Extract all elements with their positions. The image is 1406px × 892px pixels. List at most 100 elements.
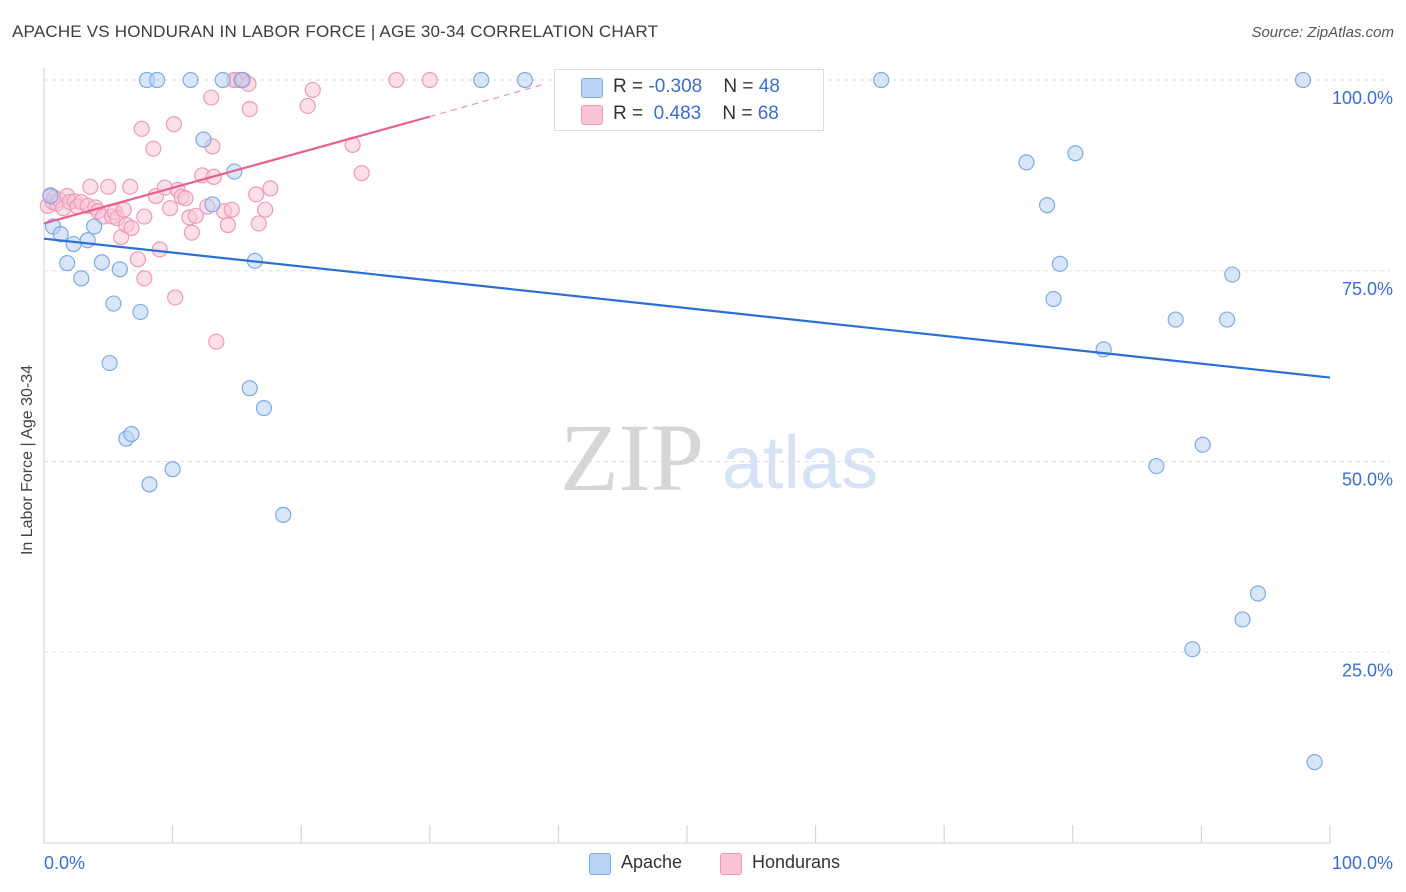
apache-point <box>101 354 118 372</box>
apache-point <box>73 270 90 287</box>
hondurans-r-value: 0.483 <box>648 103 702 124</box>
apache-point <box>79 232 96 249</box>
hondurans-n-label: N = <box>722 103 758 124</box>
apache-point <box>164 461 181 478</box>
hondurans-n-value: 68 <box>757 103 779 124</box>
apache-point <box>86 218 103 235</box>
honduran-point <box>262 180 279 197</box>
apache-point <box>132 303 149 321</box>
watermark-zip: ZIP <box>560 404 704 511</box>
apache-n-value: 48 <box>758 76 780 97</box>
honduran-point <box>183 224 200 241</box>
apache-point <box>195 131 212 148</box>
honduran-point <box>257 201 274 218</box>
honduran-point <box>145 140 162 157</box>
honduran-point <box>115 201 132 218</box>
honduran-point <box>299 97 316 115</box>
hondurans-r-label: R = <box>613 103 649 124</box>
honduran-point <box>421 71 438 89</box>
y-tick-label: 25.0% <box>1342 660 1393 680</box>
source-label: Source: ZipAtlas.com <box>1251 24 1394 41</box>
apache-point <box>59 255 76 272</box>
x-tick-label-max: 100.0% <box>1332 853 1393 873</box>
honduran-point <box>388 71 405 89</box>
apache-point <box>214 71 231 89</box>
apache-point <box>182 71 199 89</box>
apache-point <box>42 187 59 205</box>
honduran-point <box>187 207 204 224</box>
apache-point <box>241 380 258 397</box>
honduran-point <box>122 178 139 195</box>
apache-legend-label: Apache <box>621 852 683 872</box>
honduran-point <box>177 190 194 207</box>
y-tick-label: 50.0% <box>1342 470 1393 490</box>
apache-point <box>1045 290 1062 308</box>
watermark: ZIP atlas <box>560 404 878 511</box>
hondurans-legend-swatch <box>720 853 742 875</box>
apache-point <box>93 254 110 271</box>
tick-labels: 25.0% 50.0% 75.0% 100.0% 0.0% 100.0% <box>44 88 1393 873</box>
apache-point <box>1224 266 1241 283</box>
hondurans-trend-line <box>43 115 431 225</box>
hondurans-legend-label: Hondurans <box>752 852 841 872</box>
trend-lines <box>43 83 1331 379</box>
honduran-point <box>82 178 99 195</box>
apache-point <box>141 476 158 493</box>
honduran-point <box>219 216 236 234</box>
honduran-point <box>203 89 220 106</box>
apache-point <box>233 71 251 89</box>
apache-point <box>873 71 890 89</box>
honduran-point <box>248 186 265 203</box>
honduran-point <box>129 251 146 268</box>
apache-point <box>1306 754 1323 771</box>
apache-point <box>149 71 166 89</box>
honduran-point <box>161 200 179 217</box>
apache-n-label: N = <box>723 76 759 97</box>
apache-point <box>1067 145 1084 162</box>
hondurans-points <box>39 71 438 350</box>
apache-r-value: -0.308 <box>648 76 703 97</box>
apache-swatch <box>581 78 603 98</box>
correlation-legend: R = -0.308 N = 48 R = 0.483 N = 68 <box>554 69 824 131</box>
apache-point <box>473 71 490 89</box>
apache-point <box>1219 311 1236 328</box>
apache-point <box>105 295 122 312</box>
honduran-point <box>136 270 153 287</box>
apache-legend-swatch <box>589 853 611 875</box>
honduran-point <box>208 333 225 350</box>
apache-point <box>516 71 534 89</box>
apache-point <box>1194 436 1211 453</box>
hondurans-swatch <box>581 105 603 125</box>
honduran-point <box>250 215 267 232</box>
apache-point <box>65 235 82 253</box>
apache-point <box>1184 641 1201 658</box>
hondurans-trend-extension <box>429 83 546 118</box>
apache-point <box>1148 457 1165 475</box>
honduran-point <box>223 201 240 218</box>
honduran-point <box>353 164 370 182</box>
honduran-point <box>304 81 321 99</box>
axes <box>43 68 1331 844</box>
apache-point <box>204 196 221 213</box>
apache-point <box>1051 255 1069 272</box>
x-tick-label-min: 0.0% <box>44 853 85 873</box>
gridlines <box>44 79 1390 653</box>
honduran-point <box>100 178 117 195</box>
honduran-point <box>167 289 184 306</box>
apache-point <box>1018 154 1035 171</box>
apache-point <box>52 226 69 243</box>
honduran-point <box>123 219 140 237</box>
honduran-point <box>151 241 168 258</box>
apache-point <box>1294 71 1312 89</box>
y-tick-label: 75.0% <box>1342 279 1393 299</box>
apache-point <box>1167 311 1184 328</box>
apache-point <box>275 506 292 524</box>
apache-point <box>1249 585 1267 602</box>
apache-r-label: R = <box>613 76 649 97</box>
apache-point <box>1234 611 1251 628</box>
apache-point <box>255 399 273 417</box>
honduran-point <box>241 100 258 118</box>
chart-title: APACHE VS HONDURAN IN LABOR FORCE | AGE … <box>12 22 659 41</box>
series-legend: Apache Hondurans <box>0 852 1406 876</box>
y-tick-label: 100.0% <box>1332 88 1393 108</box>
